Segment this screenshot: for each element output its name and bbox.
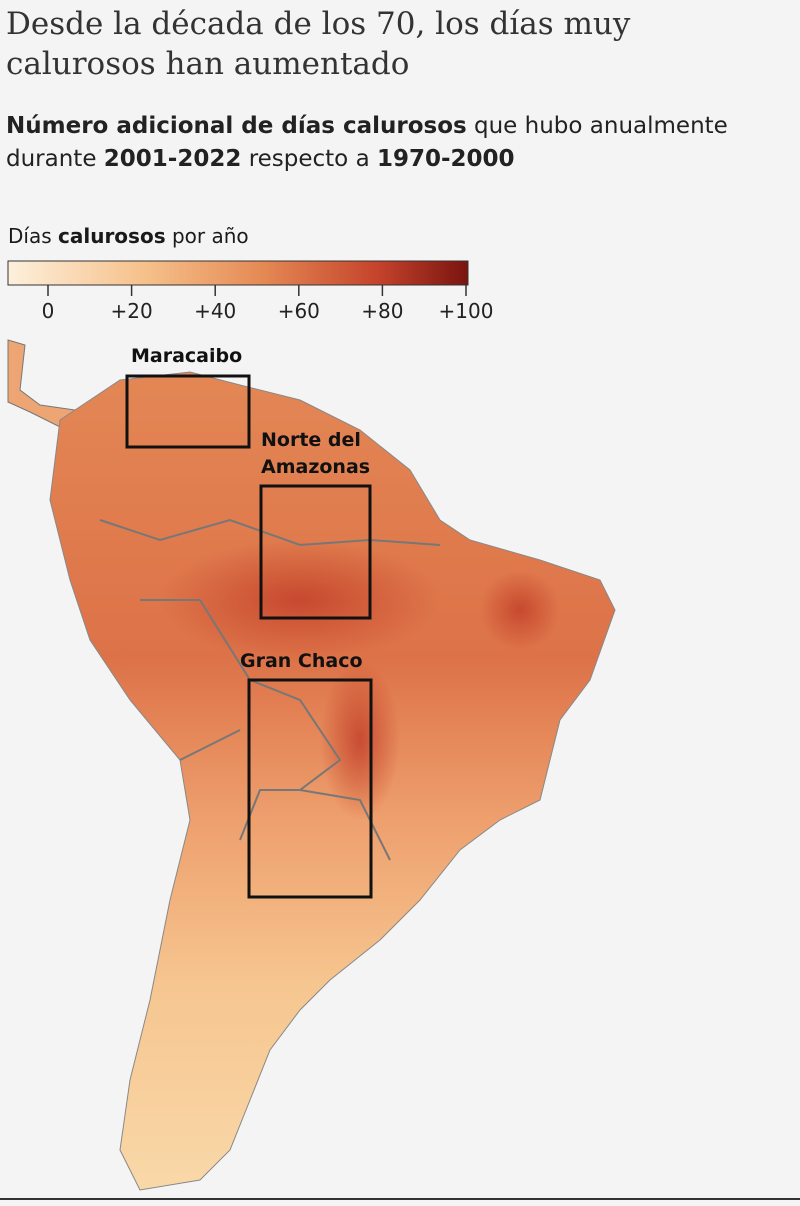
legend-title: Días calurosos por año	[8, 224, 249, 248]
legend-tick-label: +40	[194, 299, 236, 323]
subtitle-text: respecto a	[248, 146, 370, 172]
legend-tick-label: +80	[361, 299, 403, 323]
subtitle: Número adicional de días calurosos que h…	[6, 110, 766, 176]
legend-tick-label: +60	[278, 299, 320, 323]
subtitle-bold: Número adicional de días calurosos	[6, 113, 467, 139]
legend-tick-label: +100	[439, 299, 494, 323]
subtitle-bold: 1970-2000	[376, 146, 515, 172]
subtitle-text: que hubo anualmente durante	[6, 113, 728, 172]
legend-text: por año	[171, 224, 249, 248]
region-boxes	[125, 374, 373, 899]
subtitle-bold: 2001-2022	[103, 146, 242, 172]
region-label: Maracaibo	[131, 345, 243, 367]
legend-tick-label: +20	[110, 299, 152, 323]
title: Desde la década de los 70, los días muy …	[6, 6, 631, 82]
legend-tick-label: 0	[42, 299, 55, 323]
continent	[7, 339, 616, 1191]
region-label: Gran Chaco	[240, 650, 363, 672]
legend-bar	[7, 260, 469, 286]
legend-bold: calurosos	[58, 224, 166, 248]
legend-text: Días	[8, 224, 52, 248]
region-label: Norte del Amazonas	[261, 429, 371, 478]
